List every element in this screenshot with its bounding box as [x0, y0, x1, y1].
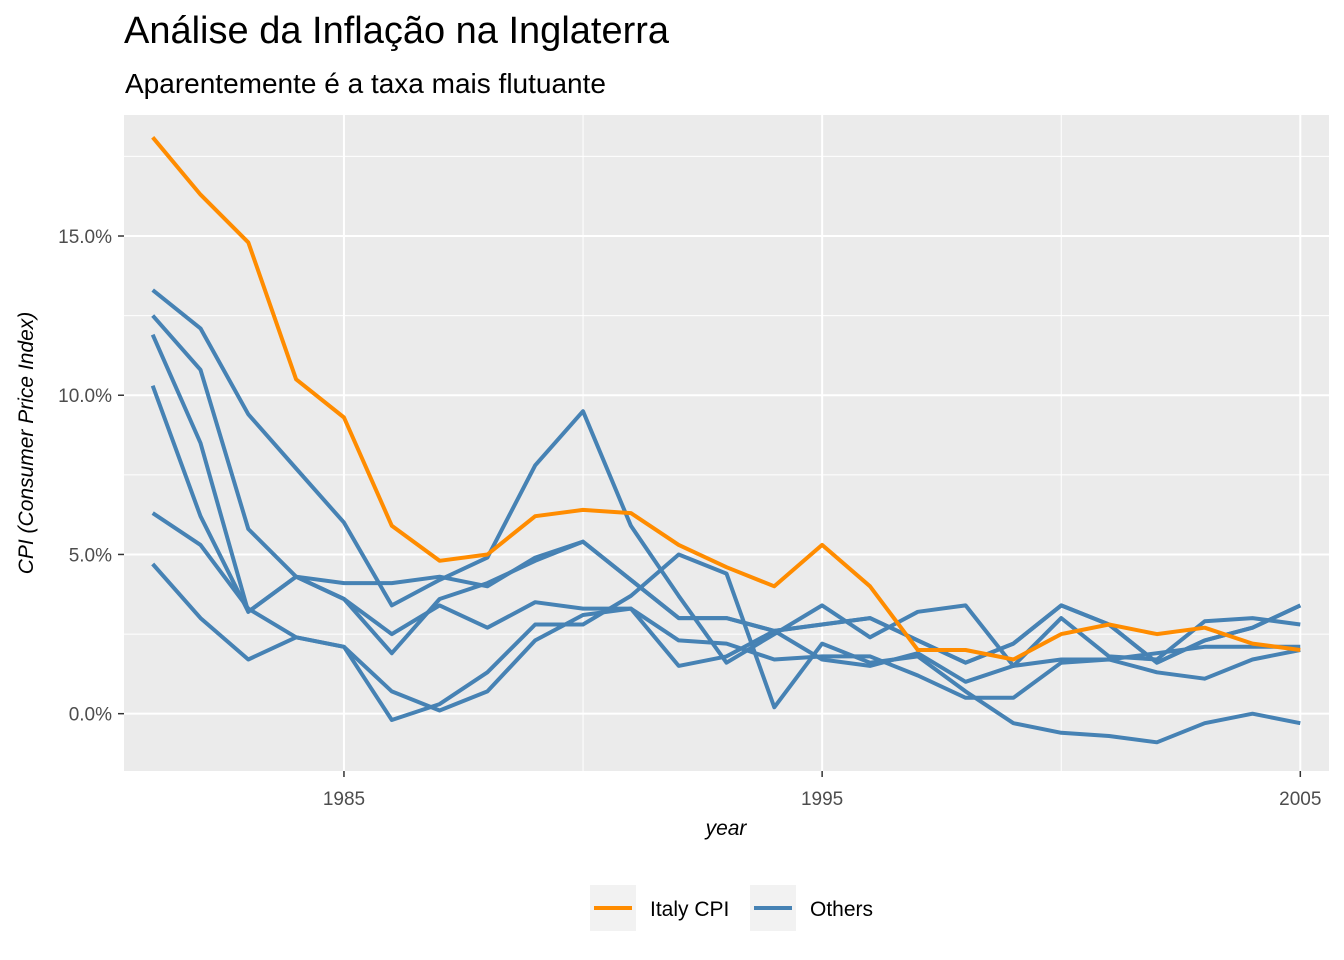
x-axis-title: year	[704, 817, 748, 840]
y-axis: 0.0% 5.0% 10.0% 15.0%	[58, 227, 124, 726]
y-axis-title: CPI (Consumer Price Index)	[15, 312, 38, 575]
grid-major	[124, 115, 1329, 771]
legend-label: Italy CPI	[650, 898, 729, 921]
y-tick-label: 5.0%	[69, 545, 112, 566]
x-axis: 1985 1995 2005	[323, 771, 1321, 810]
x-tick-label: 1985	[323, 789, 365, 810]
series-line-italy-cpi	[151, 136, 1301, 662]
chart-title: Análise da Inflação na Inglaterra	[124, 10, 670, 52]
series-line-others-6	[151, 552, 1301, 745]
y-tick-label: 10.0%	[58, 386, 112, 407]
y-tick-label: 0.0%	[69, 705, 112, 726]
x-tick-label: 1995	[801, 789, 843, 810]
x-tick-label: 2005	[1279, 789, 1321, 810]
series-lines	[150, 136, 1302, 745]
series-line-others-2	[151, 288, 1301, 668]
grid-minor	[124, 115, 1329, 771]
plot-panel	[124, 115, 1329, 771]
chart-subtitle: Aparentemente é a taxa mais flutuante	[125, 68, 606, 99]
legend: Italy CPI Others	[590, 885, 873, 931]
legend-label: Others	[810, 898, 873, 921]
y-tick-label: 15.0%	[58, 227, 112, 248]
